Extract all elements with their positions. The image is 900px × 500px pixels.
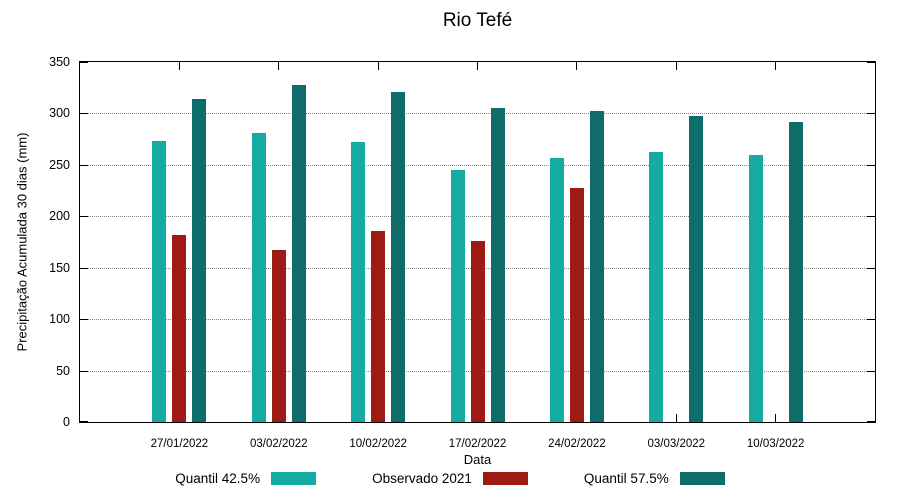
y-tick-mark (80, 319, 88, 321)
x-tick-label: 10/02/2022 (349, 438, 407, 450)
gridline (80, 164, 875, 166)
bar-observado-2021 (569, 187, 584, 422)
y-tick-label: 0 (63, 415, 70, 429)
bar-quantil-42-5- (351, 142, 366, 422)
legend-swatch-quantil-42 (271, 472, 317, 485)
y-tick-mark (80, 370, 88, 372)
y-tick-label: 150 (49, 260, 70, 275)
y-tick-label: 200 (49, 209, 70, 224)
legend-entry-quantil-42: Quantil 42.5% (175, 471, 317, 486)
x-tick-mark (377, 62, 379, 70)
x-tick-mark (477, 62, 478, 70)
x-tick-mark (775, 414, 777, 422)
y-tick-mark (867, 421, 875, 422)
plot-area: 0 50 100 150 200 250 300 350 27/01/2022 03/02/202… (49, 55, 876, 450)
bar-quantil-57-5- (490, 108, 505, 422)
y-tick-mark (80, 216, 88, 218)
y-tick-mark (867, 216, 875, 218)
bar-quantil-57-5- (788, 121, 803, 422)
y-tick-mark (80, 164, 88, 166)
x-tick-mark (675, 62, 677, 70)
y-tick-mark (867, 62, 875, 63)
y-tick-mark (80, 62, 88, 63)
legend-label-quantil-42: Quantil 42.5% (175, 471, 261, 486)
legend-label-observado-2021: Observado 2021 (372, 471, 472, 486)
x-tick-label: 17/02/2022 (448, 438, 507, 450)
bar-observado-2021 (470, 240, 485, 422)
bar-quantil-57-5- (291, 84, 306, 422)
bar-quantil-57-5- (192, 99, 207, 422)
y-tick-mark (867, 164, 875, 166)
chart-title: Rio Tefé (442, 10, 513, 31)
legend-swatch-observado-2021 (482, 472, 528, 485)
y-tick-mark (80, 267, 88, 269)
bar-observado-2021 (371, 230, 386, 422)
y-tick-mark (80, 113, 88, 115)
bar-quantil-57-5- (689, 115, 704, 422)
legend-label-quantil-57: Quantil 57.5% (583, 471, 669, 486)
gridline (80, 113, 875, 115)
x-axis-label: Data (463, 452, 492, 467)
x-tick-mark (576, 62, 578, 70)
bar-quantil-57-5- (589, 111, 604, 422)
bar-quantil-42-5- (450, 170, 465, 422)
y-tick-label: 50 (56, 363, 70, 378)
x-tick-label: 24/02/2022 (548, 438, 606, 450)
bar-quantil-42-5- (649, 151, 664, 422)
y-tick-mark (867, 267, 875, 269)
y-tick-label: 300 (49, 106, 70, 121)
legend-entry-observado-2021: Observado 2021 (372, 471, 528, 486)
bar-quantil-42-5- (549, 157, 564, 422)
gridline (80, 216, 875, 218)
x-tick-label: 10/03/2022 (746, 438, 805, 450)
x-tick-mark (675, 414, 677, 422)
bar-quantil-42-5- (251, 132, 266, 422)
bar-quantil-42-5- (152, 141, 167, 422)
bar-quantil-42-5- (748, 154, 763, 422)
y-tick-label: 100 (49, 312, 70, 327)
y-tick-mark (80, 421, 88, 422)
x-tick-label: 03/02/2022 (249, 438, 308, 450)
y-tick-label: 350 (49, 55, 70, 69)
x-tick-label: 03/03/2022 (647, 438, 706, 450)
x-tick-mark (178, 62, 180, 70)
bar-observado-2021 (172, 234, 187, 422)
legend-swatch-quantil-57 (679, 472, 725, 485)
y-tick-label: 250 (49, 157, 70, 172)
y-tick-mark (867, 113, 875, 115)
y-tick-mark (867, 319, 875, 321)
legend-entry-quantil-57: Quantil 57.5% (584, 471, 725, 486)
x-tick-label: 27/01/2022 (150, 438, 209, 450)
x-tick-mark (775, 62, 777, 70)
bar-quantil-57-5- (391, 91, 406, 422)
bar-observado-2021 (271, 250, 286, 422)
y-tick-mark (867, 370, 875, 372)
x-tick-mark (278, 62, 280, 70)
legend: Quantil 42.5% Observado 2021 Quantil 57.… (0, 471, 900, 486)
